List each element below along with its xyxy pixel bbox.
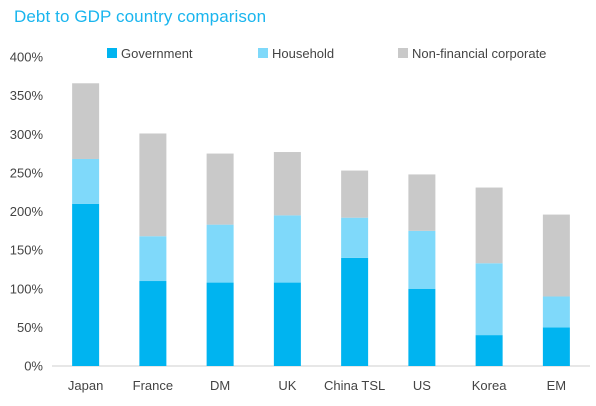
legend-swatch — [107, 48, 117, 58]
x-tick-label: France — [133, 378, 173, 393]
legend-label: Non-financial corporate — [412, 46, 546, 61]
bar-segment-household-uk — [273, 215, 301, 283]
bar-segment-government-china-tsl — [341, 257, 369, 366]
bar-segment-household-japan — [72, 158, 100, 204]
bar-segment-non-financial-corporate-us — [408, 174, 436, 231]
legend-swatch — [398, 48, 408, 58]
bar-segment-household-dm — [206, 224, 234, 283]
bar-segment-government-em — [542, 327, 570, 366]
x-axis-ticks: Japan France DM UK China TSL US Korea EM — [68, 378, 566, 393]
chart-title: Debt to GDP country comparison — [14, 7, 267, 26]
bar-segment-government-uk — [273, 282, 301, 366]
legend-label: Household — [272, 46, 334, 61]
bar-segment-government-japan — [72, 203, 100, 366]
bar-segment-household-korea — [475, 263, 503, 336]
bar-segment-non-financial-corporate-em — [542, 214, 570, 297]
bar-segment-non-financial-corporate-france — [139, 133, 167, 237]
x-tick-label: UK — [278, 378, 296, 393]
x-tick-label: Japan — [68, 378, 103, 393]
y-tick-label: 50% — [17, 320, 43, 335]
bar-segment-non-financial-corporate-japan — [72, 83, 100, 159]
x-tick-label: DM — [210, 378, 230, 393]
y-axis-ticks: 0% 50% 100% 150% 200% 250% 300% 350% 400% — [10, 50, 44, 374]
bar-segment-household-us — [408, 230, 436, 289]
bar-segment-non-financial-corporate-uk — [273, 152, 301, 216]
y-tick-label: 150% — [10, 243, 44, 258]
bar-segment-household-france — [139, 236, 167, 282]
x-tick-label: EM — [547, 378, 567, 393]
bar-segment-non-financial-corporate-china-tsl — [341, 170, 369, 218]
bars — [72, 83, 570, 366]
y-tick-label: 100% — [10, 281, 44, 296]
legend-label: Government — [121, 46, 193, 61]
y-tick-label: 350% — [10, 88, 44, 103]
y-tick-label: 250% — [10, 165, 44, 180]
bar-segment-household-china-tsl — [341, 217, 369, 258]
y-tick-label: 0% — [24, 359, 43, 374]
legend: Government Household Non-financial corpora… — [107, 46, 546, 61]
x-tick-label: Korea — [472, 378, 507, 393]
bar-segment-non-financial-corporate-dm — [206, 153, 234, 225]
x-tick-label: US — [413, 378, 431, 393]
y-tick-label: 400% — [10, 50, 44, 65]
y-tick-label: 300% — [10, 127, 44, 142]
bar-segment-government-france — [139, 281, 167, 366]
legend-swatch — [258, 48, 268, 58]
y-tick-label: 200% — [10, 204, 44, 219]
bar-segment-government-korea — [475, 335, 503, 366]
bar-segment-non-financial-corporate-korea — [475, 187, 503, 264]
bar-segment-government-us — [408, 288, 436, 366]
bar-segment-government-dm — [206, 282, 234, 366]
bar-segment-household-em — [542, 296, 570, 328]
x-tick-label: China TSL — [324, 378, 385, 393]
